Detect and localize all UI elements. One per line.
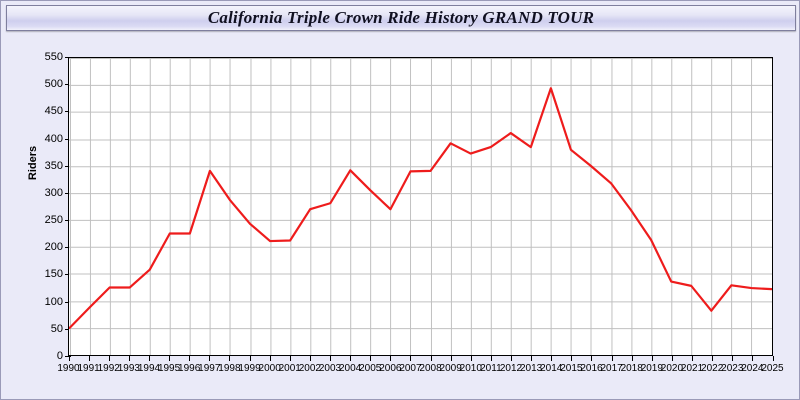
x-tick-mark [270, 356, 271, 361]
x-tick-mark [109, 356, 110, 361]
y-tick-label: 150 [44, 268, 63, 281]
x-tick-label: 2008 [419, 363, 442, 374]
x-tick-label: 2000 [258, 363, 281, 374]
x-tick-label: 2024 [741, 363, 764, 374]
x-tick-label: 1992 [97, 363, 120, 374]
x-tick-label: 1991 [77, 363, 100, 374]
x-tick-label: 2021 [680, 363, 704, 374]
x-tick-mark [89, 356, 90, 361]
x-tick-mark [431, 356, 432, 361]
series-line-riders [69, 87, 772, 330]
y-tick-label: 450 [44, 105, 63, 118]
x-tick-mark [169, 356, 170, 361]
x-tick-mark [591, 356, 592, 361]
x-tick-label: 2011 [480, 363, 502, 374]
y-tick-label: 350 [44, 159, 63, 172]
x-tick-label: 2009 [439, 363, 462, 374]
x-tick-label: 2005 [359, 363, 382, 374]
y-tick-label: 500 [44, 78, 63, 91]
x-tick-mark [390, 356, 391, 361]
x-tick-label: 2013 [520, 363, 543, 374]
x-tick-mark [571, 356, 572, 361]
x-tick-mark [652, 356, 653, 361]
window-title-bar: California Triple Crown Ride History GRA… [6, 5, 796, 31]
data-series-line [69, 87, 772, 330]
y-tick-label: 200 [44, 241, 63, 254]
page-title: California Triple Crown Ride History GRA… [207, 8, 595, 27]
x-tick-mark [531, 356, 532, 361]
x-tick-mark [632, 356, 633, 361]
x-tick-mark [471, 356, 472, 361]
y-tick-label: 0 [56, 350, 63, 362]
y-tick-label: 250 [44, 214, 63, 227]
x-tick-mark [451, 356, 452, 361]
x-tick-label: 1993 [117, 363, 140, 374]
x-tick-mark [350, 356, 351, 361]
x-tick-label: 1997 [198, 363, 221, 374]
x-tick-mark [189, 356, 190, 361]
x-tick-mark [310, 356, 311, 361]
x-tick-mark [672, 356, 673, 361]
x-tick-label: 2001 [278, 363, 301, 374]
y-tick-label: 100 [44, 295, 63, 308]
x-tick-label: 2006 [379, 363, 402, 374]
x-tick-mark [491, 356, 492, 361]
x-tick-label: 2022 [701, 363, 724, 374]
x-tick-label: 2003 [318, 363, 342, 374]
x-tick-mark [250, 356, 251, 361]
grid-lines [69, 58, 772, 355]
x-tick-label: 1990 [57, 363, 80, 374]
chart-area: Riders 0 50 100 150 200 250 300 350 400 450 500 550… [1, 37, 799, 399]
x-tick-mark [69, 356, 70, 361]
x-tick-label: 2025 [761, 363, 784, 374]
y-tick-label: 400 [44, 132, 63, 145]
x-tick-label: 2023 [721, 363, 744, 374]
x-tick-mark [290, 356, 291, 361]
x-tick-label: 2015 [560, 363, 583, 374]
x-tick-label: 2007 [399, 363, 422, 374]
x-tick-mark [773, 356, 774, 361]
x-tick-label: 2004 [338, 363, 362, 374]
x-tick-mark [692, 356, 693, 361]
x-tick-label: 2016 [580, 363, 603, 374]
x-tick-mark [330, 356, 331, 361]
x-tick-mark [149, 356, 150, 361]
x-tick-mark [712, 356, 713, 361]
x-tick-mark [511, 356, 512, 361]
x-axis: 1990 1991 1992 1993 1994 1995 1996 1997 1998 1999… [57, 356, 784, 396]
x-tick-label: 1995 [157, 363, 181, 374]
x-tick-label: 2002 [298, 363, 321, 374]
x-tick-label: 1996 [178, 363, 201, 374]
x-tick-label: 2020 [660, 363, 684, 374]
x-tick-label: 1994 [137, 363, 161, 374]
y-tick-label: 550 [44, 51, 63, 63]
x-tick-mark [370, 356, 371, 361]
x-tick-label: 2010 [459, 363, 482, 374]
x-tick-mark [410, 356, 411, 361]
x-tick-label: 2018 [620, 363, 643, 374]
y-axis: 0 50 100 150 200 250 300 350 400 450 500 550 [19, 52, 71, 362]
y-tick-label: 300 [44, 186, 63, 199]
x-tick-label: 1998 [218, 363, 241, 374]
y-tick-mark [65, 356, 71, 357]
x-tick-mark [209, 356, 210, 361]
x-tick-mark [129, 356, 130, 361]
x-tick-mark [732, 356, 733, 361]
x-tick-label: 2014 [540, 363, 563, 374]
x-tick-mark [229, 356, 230, 361]
x-tick-label: 2019 [640, 363, 663, 374]
x-tick-label: 2017 [600, 363, 623, 374]
y-tick-label: 50 [50, 322, 63, 335]
x-tick-mark [752, 356, 753, 361]
plot-frame [68, 57, 773, 356]
x-tick-label: 2012 [499, 363, 523, 374]
x-tick-mark [551, 356, 552, 361]
x-tick-label: 1999 [238, 363, 261, 374]
x-tick-mark [612, 356, 613, 361]
